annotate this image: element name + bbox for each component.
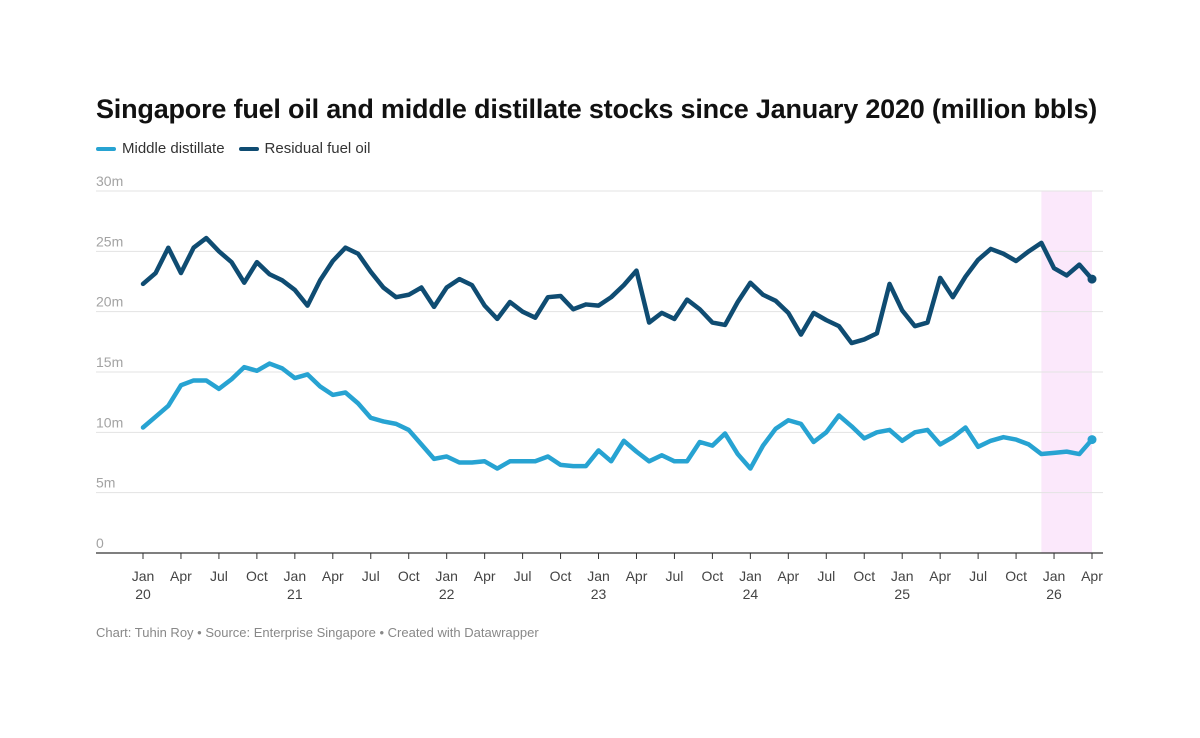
x-tick-year-label: 25 <box>894 586 910 602</box>
x-tick-label: Oct <box>1005 568 1027 584</box>
source-note: Chart: Tuhin Roy • Source: Enterprise Si… <box>96 625 539 640</box>
x-tick-label: Jan <box>132 568 155 584</box>
x-tick-label: Apr <box>777 568 799 584</box>
legend: Middle distillate Residual fuel oil <box>96 140 370 157</box>
x-tick-label: Apr <box>170 568 192 584</box>
x-tick-year-label: 21 <box>287 586 303 602</box>
x-tick-label: Jan <box>1043 568 1066 584</box>
legend-swatch-middle-distillate <box>96 146 116 151</box>
y-tick-label: 25m <box>96 233 123 249</box>
legend-label-middle-distillate: Middle distillate <box>122 140 225 157</box>
x-tick-year-label: 20 <box>135 586 151 602</box>
y-tick-label: 15m <box>96 354 123 370</box>
x-tick-year-label: 26 <box>1046 586 1062 602</box>
x-tick-label: Apr <box>1081 568 1103 584</box>
x-tick-label: Oct <box>702 568 724 584</box>
x-tick-label: Oct <box>853 568 875 584</box>
x-tick-year-label: 22 <box>439 586 455 602</box>
x-tick-label: Jan <box>435 568 458 584</box>
end-point-residual-fuel-oil <box>1087 274 1097 284</box>
x-tick-label: Jul <box>969 568 987 584</box>
x-tick-label: Jan <box>284 568 307 584</box>
x-tick-label: Oct <box>550 568 572 584</box>
x-tick-label: Jul <box>817 568 835 584</box>
legend-label-residual-fuel-oil: Residual fuel oil <box>264 140 371 157</box>
x-tick-label: Apr <box>474 568 496 584</box>
y-tick-label: 30m <box>96 173 123 189</box>
end-point-middle-distillate <box>1087 435 1097 445</box>
x-tick-year-label: 24 <box>743 586 759 602</box>
x-tick-label: Oct <box>398 568 420 584</box>
x-tick-label: Jan <box>739 568 762 584</box>
y-tick-label: 10m <box>96 414 123 430</box>
y-tick-label: 5m <box>96 475 115 491</box>
x-tick-label: Jan <box>891 568 914 584</box>
series-line-middle-distillate <box>140 361 1095 471</box>
x-tick-label: Apr <box>929 568 951 584</box>
x-tick-label: Jul <box>362 568 380 584</box>
y-tick-label: 0 <box>96 535 104 551</box>
x-tick-label: Jul <box>665 568 683 584</box>
x-tick-label: Apr <box>626 568 648 584</box>
chart-title: Singapore fuel oil and middle distillate… <box>96 94 1098 124</box>
legend-item-residual-fuel-oil: Residual fuel oil <box>238 140 371 157</box>
series-line-residual-fuel-oil <box>140 235 1095 346</box>
x-tick-year-label: 23 <box>591 586 607 602</box>
x-tick-label: Jul <box>514 568 532 584</box>
x-tick-label: Jul <box>210 568 228 584</box>
x-tick-label: Apr <box>322 568 344 584</box>
legend-item-middle-distillate: Middle distillate <box>96 140 225 157</box>
x-tick-label: Jan <box>587 568 610 584</box>
x-tick-label: Oct <box>246 568 268 584</box>
legend-swatch-residual-fuel-oil <box>238 146 259 151</box>
y-tick-label: 20m <box>96 294 123 310</box>
